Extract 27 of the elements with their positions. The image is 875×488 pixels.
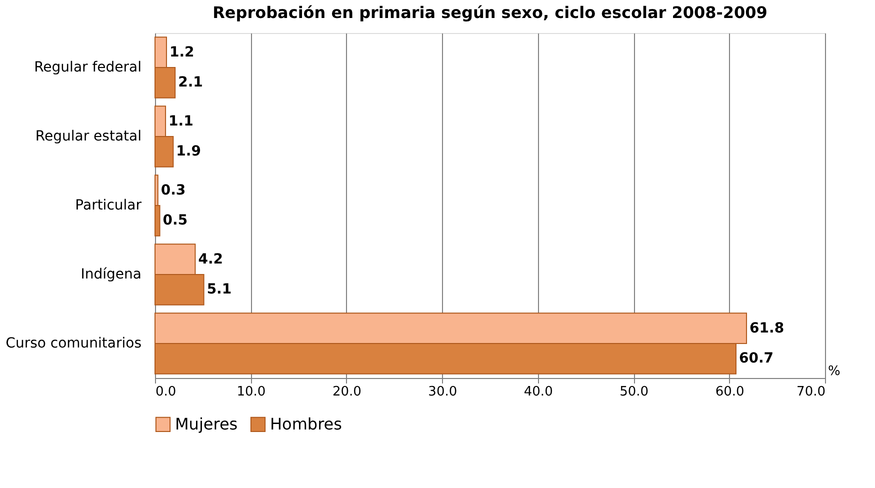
y-tick-label: Regular estatal [35,128,142,144]
y-tick-label: Regular federal [34,60,142,76]
data-label: 0.5 [162,212,188,229]
data-label: 1.1 [168,113,194,130]
y-tick-label: Indígena [80,266,142,282]
x-tick-label: 60.0 [715,384,744,400]
data-label: 4.2 [198,251,224,268]
x-tick-label: 20.0 [332,384,362,400]
x-tick-label: 30.0 [428,384,458,400]
x-tick-label: 50.0 [620,384,649,400]
data-label: 61.8 [750,320,784,336]
data-label: 60.7 [738,350,774,367]
text: % [828,364,840,379]
x-tick-label: 0.0 [156,384,176,400]
data-label: 1.9 [176,144,201,160]
chart-title: Reprobación en primaria según sexo, ciclo escolar 2008-2009 [212,3,768,22]
data-label: 1.2 [169,44,194,60]
x-tick-label: 70.0 [796,384,826,400]
data-label: 2.1 [178,74,203,91]
x-tick-label: 10.0 [236,384,266,400]
data-label: 5.1 [206,282,232,298]
data-label: 0.3 [160,182,186,198]
y-tick-label: Particular [75,198,142,214]
y-tick-label: Curso comunitarios [6,336,142,352]
x-tick-label: 40.0 [524,384,553,400]
legend-label: Mujeres [175,414,238,434]
legend-label: Hombres [270,414,342,434]
